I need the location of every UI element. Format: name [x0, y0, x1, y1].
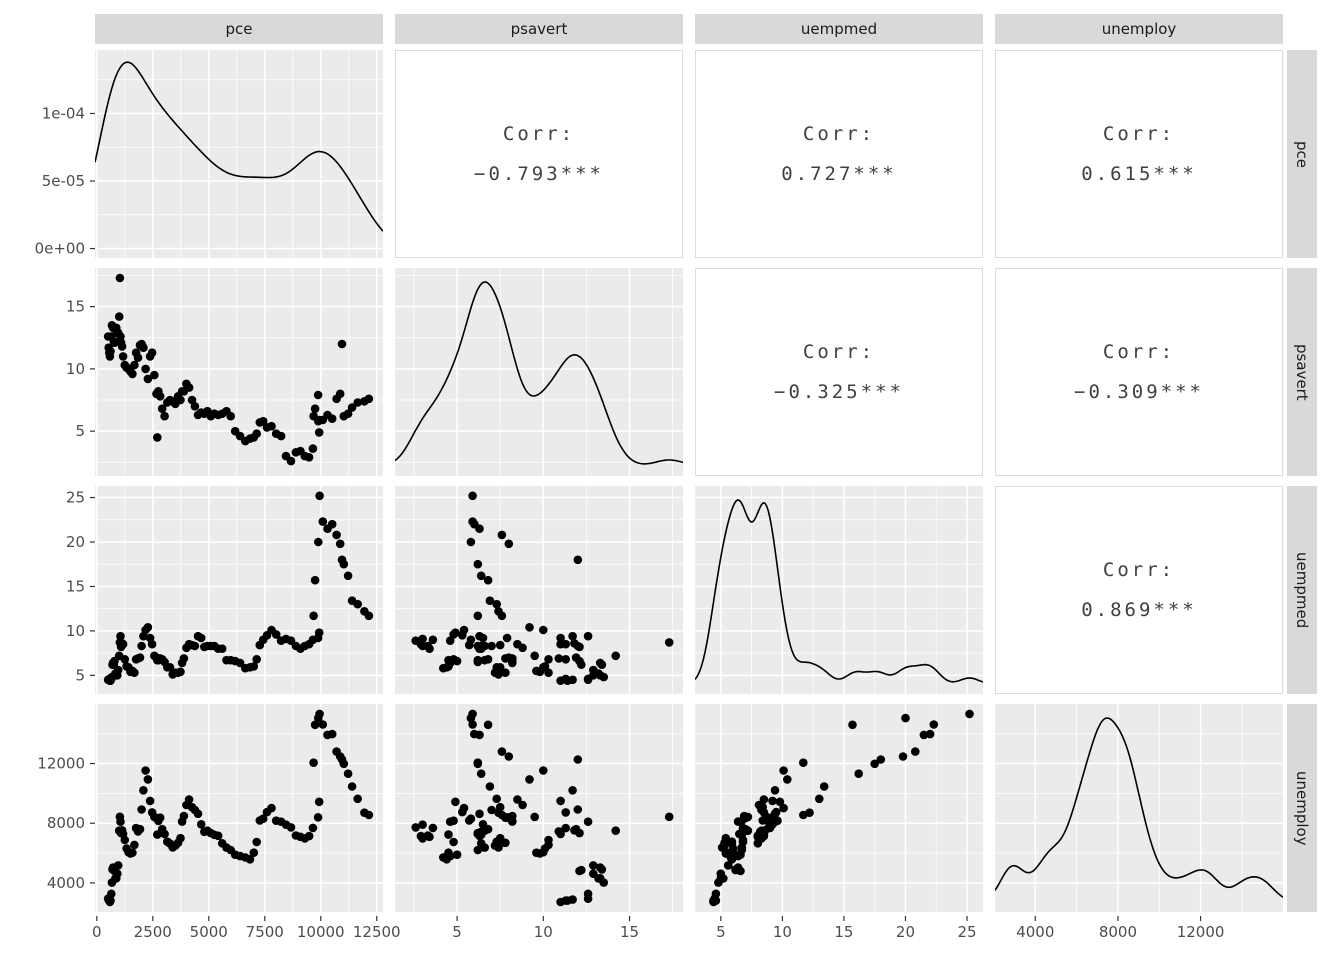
column-header-strip: pce — [95, 14, 383, 44]
corr-label: Corr: — [1102, 123, 1176, 145]
svg-text:4000: 4000 — [47, 874, 85, 892]
column-header-label: uempmed — [800, 20, 878, 38]
svg-text:5e-05: 5e-05 — [42, 172, 85, 190]
density-panel-psavert — [395, 268, 683, 476]
corr-panel-psavert-unemploy: Corr: −0.309*** — [995, 268, 1283, 476]
x-axis-uempmed: 5 10 15 20 25 — [695, 916, 983, 946]
corr-label: Corr: — [502, 123, 576, 145]
scatter-panel-uempmed-vs-pce — [95, 486, 383, 694]
svg-text:1e-04: 1e-04 — [42, 104, 85, 122]
row-header-label: psavert — [1293, 343, 1311, 401]
column-header-label: unemploy — [1101, 20, 1177, 38]
svg-text:10: 10 — [66, 622, 85, 640]
column-header-strip: psavert — [395, 14, 683, 44]
svg-text:12000: 12000 — [1177, 923, 1225, 941]
corr-panel-pce-psavert: Corr: −0.793*** — [395, 50, 683, 258]
y-axis-uempmed: 5 10 15 20 25 — [0, 486, 95, 694]
svg-text:5: 5 — [716, 923, 726, 941]
svg-text:10: 10 — [66, 360, 85, 378]
scatter-panel-psavert-vs-pce — [95, 268, 383, 476]
density-panel-uempmed — [695, 486, 983, 694]
corr-panel-uempmed-unemploy: Corr: 0.869*** — [995, 486, 1283, 694]
corr-panel-psavert-uempmed: Corr: −0.325*** — [695, 268, 983, 476]
scatter-panel-unemploy-vs-psavert — [395, 704, 683, 912]
corr-value: 0.869*** — [1081, 599, 1197, 621]
density-panel-unemploy — [995, 704, 1283, 912]
scatter-panel-uempmed-vs-psavert — [395, 486, 683, 694]
corr-value: 0.727*** — [781, 163, 897, 185]
svg-text:20: 20 — [896, 923, 915, 941]
svg-text:8000: 8000 — [1099, 923, 1137, 941]
row-header-label: uempmed — [1293, 551, 1311, 629]
row-header-strip: psavert — [1287, 268, 1317, 476]
svg-text:15: 15 — [66, 577, 85, 595]
scatter-panel-unemploy-vs-pce — [95, 704, 383, 912]
svg-text:5: 5 — [75, 666, 85, 684]
svg-text:4000: 4000 — [1016, 923, 1054, 941]
y-axis-psavert: 5 10 15 — [0, 268, 95, 476]
row-header-label: pce — [1293, 140, 1311, 168]
svg-text:10: 10 — [773, 923, 792, 941]
svg-text:7500: 7500 — [246, 923, 284, 941]
corr-value: 0.615*** — [1081, 163, 1197, 185]
svg-text:12000: 12000 — [37, 755, 85, 773]
row-header-strip: uempmed — [1287, 486, 1317, 694]
y-axis-density: 0e+00 5e-05 1e-04 — [0, 50, 95, 258]
row-header-label: unemploy — [1293, 770, 1311, 846]
svg-text:20: 20 — [66, 533, 85, 551]
svg-text:15: 15 — [66, 298, 85, 316]
svg-text:25: 25 — [66, 489, 85, 507]
svg-text:15: 15 — [620, 923, 639, 941]
scatter-panel-unemploy-vs-uempmed — [695, 704, 983, 912]
column-header-strip: unemploy — [995, 14, 1283, 44]
svg-text:5: 5 — [75, 422, 85, 440]
svg-text:0: 0 — [92, 923, 102, 941]
corr-label: Corr: — [802, 123, 876, 145]
svg-text:5000: 5000 — [190, 923, 228, 941]
x-axis-unemploy: 4000 8000 12000 — [995, 916, 1283, 946]
column-header-label: pce — [225, 20, 253, 38]
corr-value: −0.325*** — [774, 381, 904, 403]
svg-text:15: 15 — [834, 923, 853, 941]
x-axis-pce: 0 2500 5000 7500 10000 12500 — [92, 916, 401, 946]
corr-label: Corr: — [802, 341, 876, 363]
corr-label: Corr: — [1102, 341, 1176, 363]
svg-text:10000: 10000 — [297, 923, 345, 941]
svg-text:0e+00: 0e+00 — [35, 240, 85, 258]
x-axis-psavert: 5 10 15 — [395, 916, 683, 946]
corr-value: −0.793*** — [474, 163, 604, 185]
corr-panel-pce-unemploy: Corr: 0.615*** — [995, 50, 1283, 258]
column-header-label: psavert — [510, 20, 568, 38]
svg-text:8000: 8000 — [47, 814, 85, 832]
y-axis-unemploy: 4000 8000 12000 — [0, 704, 95, 912]
corr-value: −0.309*** — [1074, 381, 1204, 403]
density-panel-pce — [95, 50, 383, 258]
corr-label: Corr: — [1102, 559, 1176, 581]
svg-text:10: 10 — [534, 923, 553, 941]
svg-text:5: 5 — [452, 923, 462, 941]
row-header-strip: pce — [1287, 50, 1317, 258]
column-header-strip: uempmed — [695, 14, 983, 44]
row-header-strip: unemploy — [1287, 704, 1317, 912]
svg-text:12500: 12500 — [353, 923, 401, 941]
corr-panel-pce-uempmed: Corr: 0.727*** — [695, 50, 983, 258]
svg-text:25: 25 — [957, 923, 976, 941]
svg-text:2500: 2500 — [134, 923, 172, 941]
